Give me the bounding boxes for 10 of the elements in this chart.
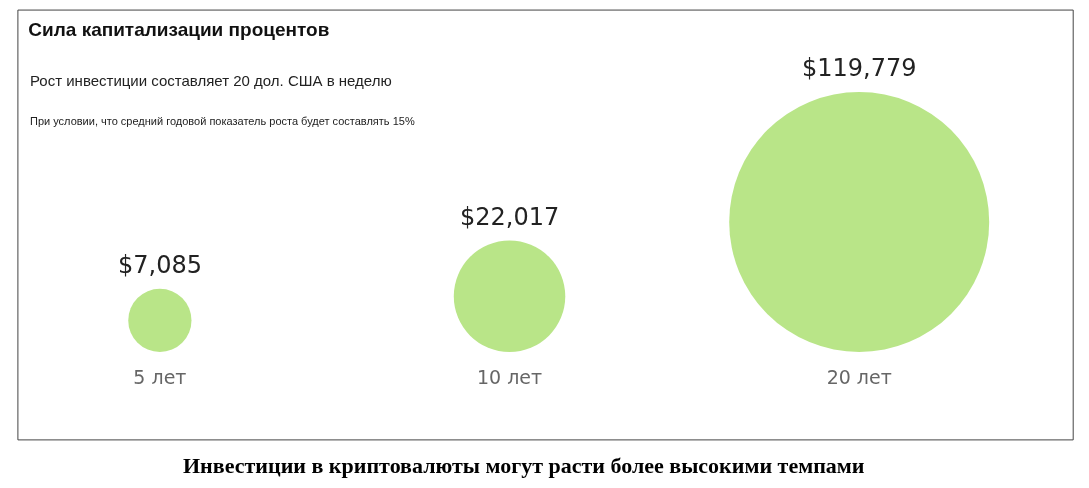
data-label: $119,779 xyxy=(802,54,917,82)
text: Инвестиции в криптовалюты могут расти более высокими темпами xyxy=(183,453,865,478)
category-label: 5 лет xyxy=(133,366,187,388)
category-label: 20 лет xyxy=(826,366,892,388)
data-label: $7,085 xyxy=(118,251,202,279)
text: При условии, что средний годовой показатель роста будет составлять 15% xyxy=(30,115,415,127)
category-label: 10 лет xyxy=(476,366,543,388)
text: Сила капитализации процентов xyxy=(28,18,330,40)
data-label: $22,017 xyxy=(460,203,560,231)
text: Рост инвестиции составляет 20 дол. США в неделю xyxy=(30,72,392,89)
